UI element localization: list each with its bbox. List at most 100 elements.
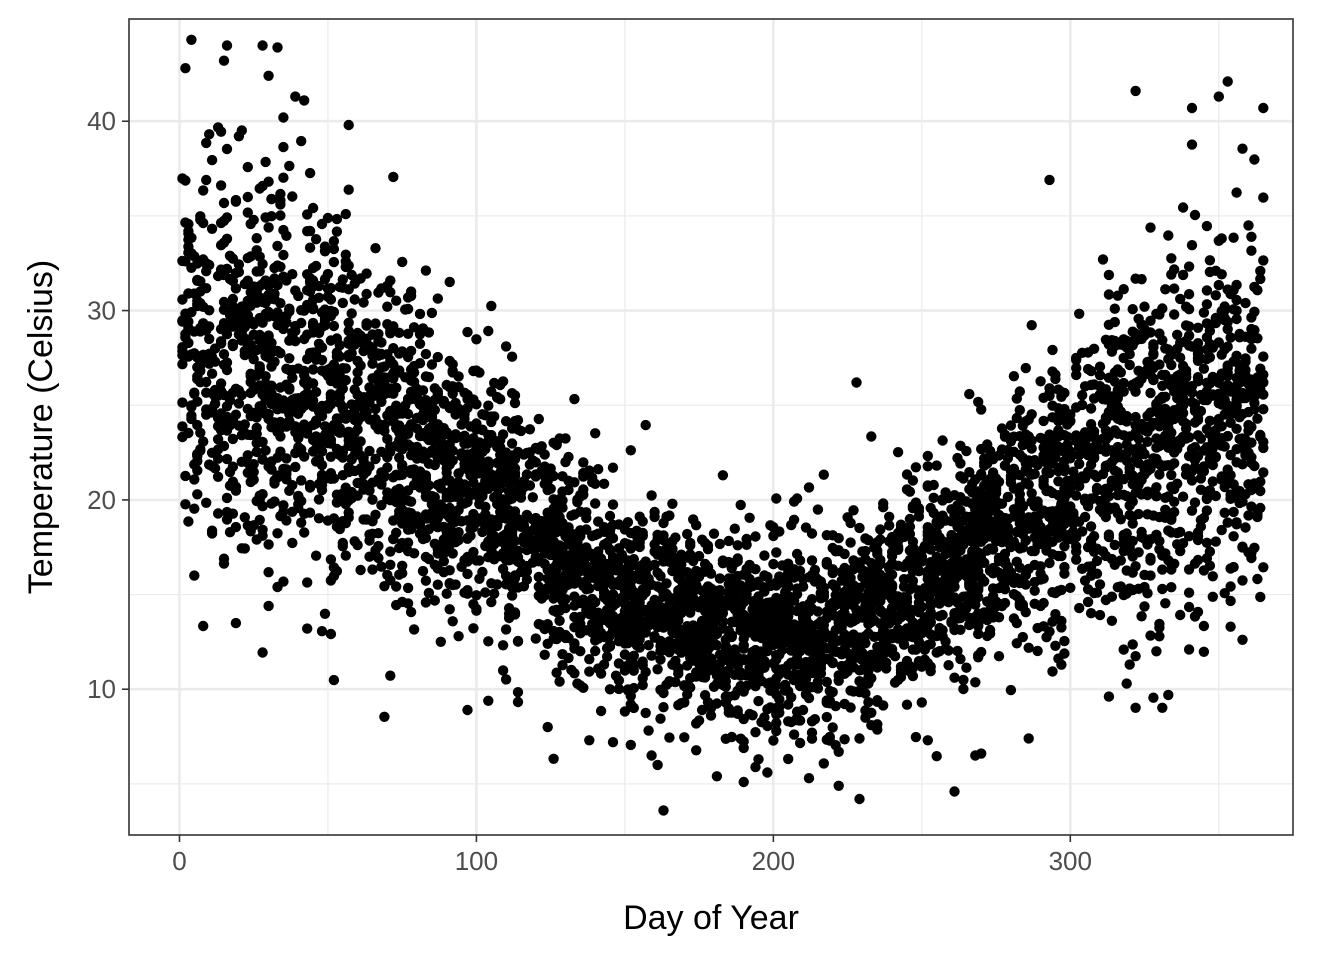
data-point	[750, 761, 761, 773]
data-point	[1183, 304, 1195, 315]
data-point	[293, 290, 304, 302]
data-point	[227, 338, 239, 349]
data-point	[1100, 460, 1112, 471]
data-point	[934, 519, 945, 530]
data-point	[177, 359, 188, 370]
data-point	[251, 428, 262, 440]
data-point	[385, 670, 396, 681]
data-point	[598, 478, 610, 489]
data-point	[673, 615, 684, 626]
data-point	[1210, 290, 1222, 301]
data-point	[260, 395, 271, 406]
data-point	[1121, 678, 1132, 689]
data-point	[1201, 318, 1213, 329]
data-point	[1163, 353, 1174, 365]
data-point	[1246, 547, 1257, 559]
data-point	[869, 574, 880, 586]
data-point	[875, 534, 886, 545]
data-point	[1074, 449, 1085, 461]
data-point	[1255, 476, 1266, 487]
data-point	[723, 586, 734, 598]
data-point	[195, 360, 206, 371]
data-point	[845, 537, 856, 548]
data-point	[346, 269, 357, 281]
data-point	[581, 577, 592, 588]
data-point	[281, 317, 292, 328]
data-point	[1094, 579, 1106, 590]
data-point	[195, 427, 206, 438]
data-point	[456, 516, 467, 527]
data-point	[474, 452, 485, 463]
data-point	[379, 361, 390, 372]
data-point	[774, 606, 785, 617]
data-point	[420, 486, 432, 498]
data-point	[447, 381, 458, 392]
data-point	[937, 495, 948, 506]
data-point	[221, 411, 233, 423]
data-point	[364, 445, 375, 457]
data-point	[266, 380, 277, 391]
data-point	[646, 490, 657, 501]
data-point	[337, 402, 348, 413]
data-point	[872, 696, 883, 707]
data-point	[281, 453, 292, 464]
data-point	[1136, 319, 1147, 331]
data-point	[1240, 392, 1251, 404]
data-point	[483, 695, 494, 706]
data-point	[1026, 515, 1037, 526]
data-point	[1175, 545, 1186, 557]
data-point	[578, 467, 589, 479]
data-point	[590, 635, 601, 646]
data-point	[1166, 469, 1177, 481]
data-point	[1074, 458, 1085, 470]
data-point	[1166, 414, 1177, 426]
data-point	[658, 591, 669, 602]
data-point	[316, 626, 328, 637]
data-point	[248, 520, 259, 531]
data-point	[1169, 283, 1180, 294]
data-point	[382, 301, 393, 312]
data-point	[1160, 492, 1171, 503]
data-point	[402, 582, 414, 594]
data-point	[1148, 348, 1159, 359]
data-point	[640, 556, 651, 567]
data-point	[1177, 381, 1189, 393]
data-point	[334, 449, 345, 461]
data-point	[1219, 588, 1230, 599]
data-point	[1189, 611, 1201, 622]
data-point	[670, 532, 681, 543]
data-point	[218, 440, 230, 452]
data-point	[925, 561, 936, 572]
data-point	[1183, 587, 1195, 598]
data-point	[696, 652, 708, 664]
data-point	[480, 540, 491, 552]
data-point	[447, 579, 458, 591]
data-point	[619, 649, 631, 660]
data-point	[221, 357, 233, 368]
data-point	[1195, 353, 1207, 364]
data-point	[815, 616, 827, 627]
data-point	[976, 572, 987, 584]
data-point	[747, 656, 758, 668]
data-point	[607, 499, 619, 510]
data-point	[990, 599, 1002, 610]
data-point	[1041, 457, 1052, 468]
data-point	[845, 652, 856, 663]
data-point	[370, 453, 381, 465]
data-point	[391, 581, 402, 592]
data-point	[1154, 618, 1165, 630]
data-point	[367, 477, 378, 488]
data-point	[548, 494, 559, 505]
data-point	[325, 399, 337, 410]
data-point	[420, 551, 432, 563]
data-point	[984, 445, 996, 457]
data-point	[964, 388, 975, 400]
data-point	[1243, 220, 1254, 231]
data-point	[340, 208, 351, 220]
data-point	[806, 637, 818, 648]
data-point	[242, 161, 253, 173]
data-point	[726, 656, 737, 667]
data-point	[892, 560, 904, 571]
data-point	[783, 611, 794, 622]
data-point	[1175, 369, 1186, 380]
